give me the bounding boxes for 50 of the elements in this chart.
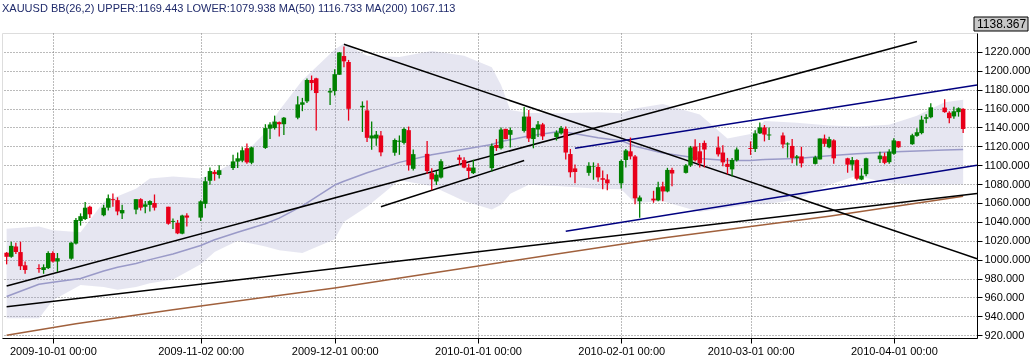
y-tick-label: 1160.000 [984, 102, 1030, 115]
candlestick [55, 252, 60, 273]
candlestick [919, 115, 924, 135]
candlestick [147, 199, 153, 213]
candlestick [752, 129, 758, 153]
candlestick [799, 146, 804, 169]
candlestick [36, 263, 42, 274]
candlestick [563, 125, 568, 161]
y-tick-label: 960.000 [984, 290, 1025, 303]
y-tick-label: 1080.000 [984, 177, 1031, 190]
candlestick [854, 158, 860, 181]
candlestick [568, 148, 573, 179]
y-tick-label: 1000.000 [984, 253, 1031, 266]
candlestick [170, 217, 176, 230]
candlestick [702, 139, 707, 169]
candlestick [18, 241, 23, 271]
y-tick-label: 1120.000 [984, 139, 1030, 152]
chart-title: XAUUSD BB(26,2) UPPER:1169.443 LOWER:1079.938 MA(50) 1116.733 MA(200) 1067.113 [2, 1, 456, 14]
x-tick-label: 2010-02-01 00:00 [578, 344, 666, 357]
candlestick [535, 120, 541, 138]
y-tick-label: 1220.000 [984, 45, 1031, 58]
text: 1138.367 [977, 17, 1027, 31]
y-tick-label: 1060.000 [984, 196, 1031, 209]
y-tick-label: 1200.000 [984, 64, 1031, 77]
candlestick [623, 148, 629, 169]
y-tick-label: 1140.000 [984, 120, 1030, 133]
candlestick [263, 123, 268, 150]
x-tick-label: 2010-04-01 00:00 [850, 344, 938, 357]
x-tick-label: 2010-01-01 00:00 [435, 344, 522, 357]
x-tick-label: 2009-11-02 00:00 [158, 344, 245, 357]
y-tick-label: 1020.000 [984, 234, 1031, 247]
y-tick-label: 1100.000 [984, 158, 1030, 171]
candlestick [715, 135, 721, 158]
y-tick-label: 980.000 [984, 272, 1025, 285]
candlestick [697, 142, 702, 169]
line-series [5, 195, 964, 336]
candlestick [110, 192, 116, 208]
y-tick-label: 940.000 [984, 309, 1025, 322]
y-tick-label: 1180.000 [984, 83, 1030, 96]
candlestick [411, 148, 416, 172]
x-tick-label: 2009-10-01 00:00 [9, 344, 97, 357]
candlestick [313, 77, 319, 132]
x-tick-label: 2010-03-01 00:00 [707, 344, 795, 357]
y-tick-label: 1040.000 [984, 215, 1031, 228]
candlestick [508, 126, 513, 149]
x-tick-label: 2009-12-01 00:00 [291, 344, 379, 357]
y-tick-label: 920.000 [984, 328, 1025, 341]
candlestick [669, 167, 675, 187]
candlestick [637, 194, 642, 219]
candlestick [665, 167, 670, 193]
